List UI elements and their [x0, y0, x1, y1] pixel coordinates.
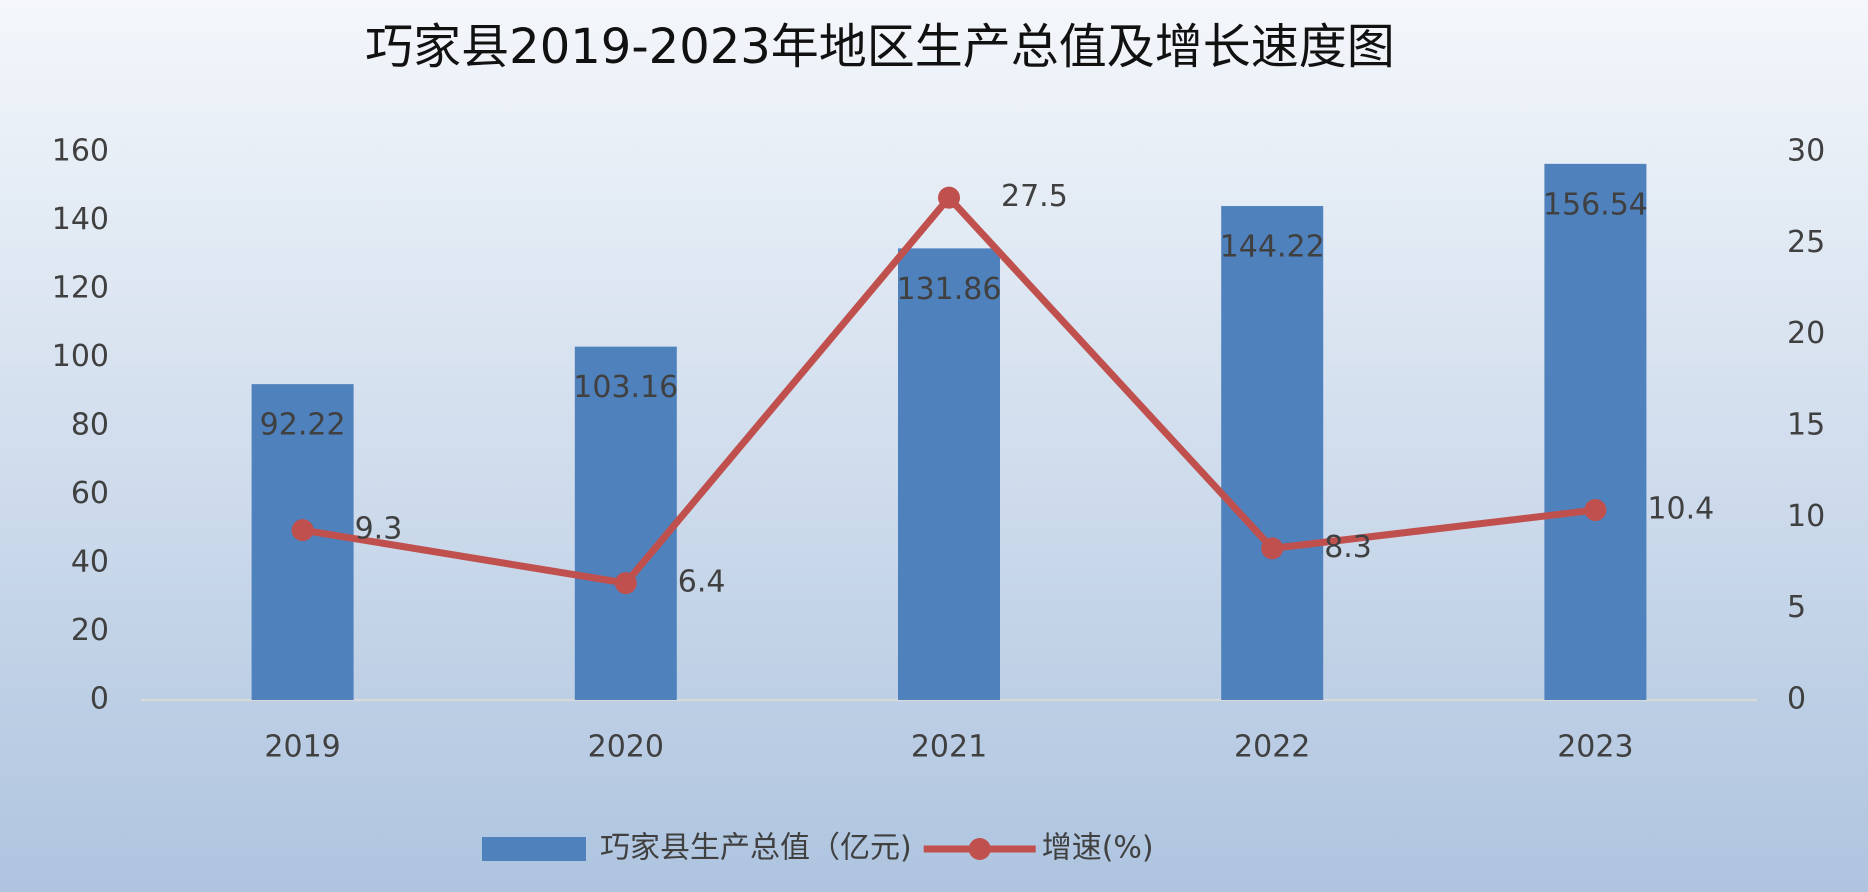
data-label: 8.3: [1324, 530, 1372, 565]
line-point: [291, 519, 314, 542]
y-tick-label: 40: [71, 545, 109, 580]
x-tick-label: 2023: [1557, 730, 1633, 765]
legend-swatch: [968, 838, 991, 860]
data-label: 92.22: [260, 408, 346, 443]
data-label: 156.54: [1543, 187, 1648, 222]
y-tick-label: 20: [71, 613, 109, 648]
bar: [251, 384, 354, 700]
line-point: [938, 186, 960, 209]
line-point: [1584, 499, 1607, 522]
bar: [1544, 163, 1647, 701]
bar: [898, 248, 1000, 700]
data-label: 6.4: [678, 565, 726, 600]
y-tick-label: 160: [52, 134, 109, 169]
x-tick-label: 2021: [911, 730, 987, 765]
data-label: 144.22: [1220, 230, 1325, 265]
data-label: 10.4: [1647, 492, 1714, 527]
y-tick-label: 140: [52, 202, 109, 237]
x-tick-label: 2020: [588, 730, 664, 765]
legend-label: 增速(%): [1042, 831, 1154, 866]
y2-tick-label: 25: [1787, 225, 1825, 260]
data-label: 131.86: [897, 272, 1002, 307]
legend-label: 巧家县生产总值（亿元): [600, 831, 912, 866]
data-label: 9.3: [355, 512, 403, 547]
y-tick-label: 100: [52, 339, 109, 374]
chart-title: 巧家县2019-2023年地区生产总值及增长速度图: [365, 19, 1395, 75]
data-label: 27.5: [1001, 179, 1068, 214]
y-tick-label: 80: [71, 408, 109, 443]
legend-swatch: [482, 837, 586, 861]
y-tick-label: 60: [71, 476, 109, 511]
bar: [574, 346, 677, 700]
x-tick-label: 2019: [264, 730, 340, 765]
y2-tick-label: 30: [1787, 134, 1825, 169]
y2-tick-label: 15: [1787, 408, 1825, 443]
line-point: [1261, 537, 1284, 560]
y2-tick-label: 20: [1787, 316, 1825, 351]
y-tick-label: 120: [52, 271, 109, 306]
x-tick-label: 2022: [1234, 730, 1310, 765]
y-tick-label: 0: [90, 682, 109, 717]
bar: [1221, 206, 1324, 700]
y2-tick-label: 0: [1787, 682, 1806, 717]
y2-tick-label: 10: [1787, 499, 1825, 534]
line-point: [614, 572, 637, 595]
y2-tick-label: 5: [1787, 590, 1806, 625]
data-label: 103.16: [573, 370, 678, 405]
